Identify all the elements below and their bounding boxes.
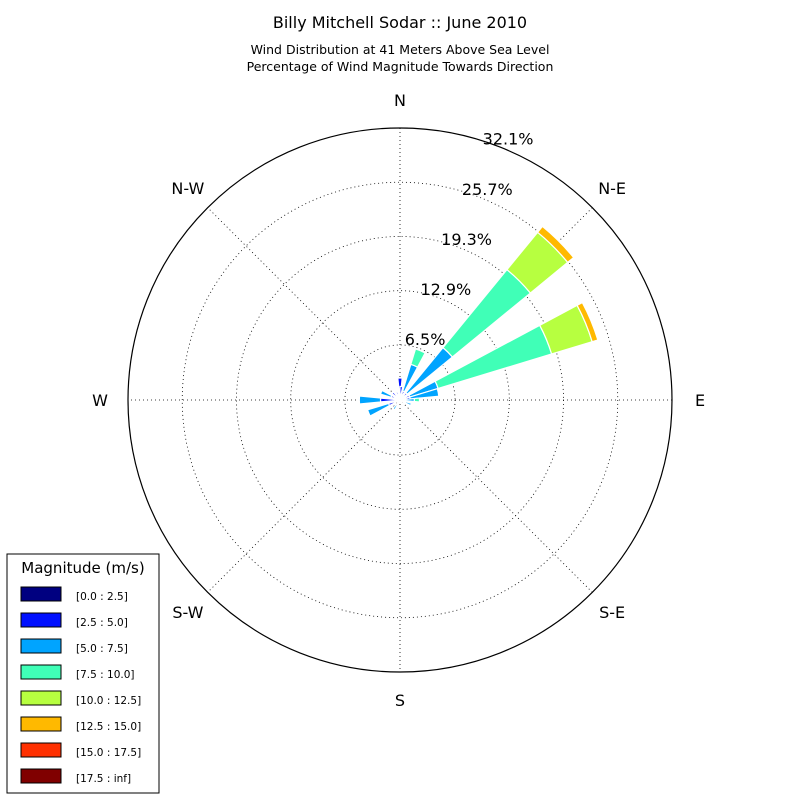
bar-22.5-bin-3 <box>410 348 426 368</box>
bar-292.5-bin-2 <box>379 389 393 399</box>
chart-subtitle-line-1: Wind Distribution at 41 Meters Above Sea… <box>251 42 550 57</box>
direction-label-w: W <box>92 391 108 410</box>
bar-78.75-bin-2 <box>408 387 440 400</box>
legend-swatch-2 <box>20 638 62 654</box>
direction-label-n-w: N-W <box>171 179 204 198</box>
windrose-bars <box>358 225 599 417</box>
bar-247.5-bin-2 <box>366 402 391 417</box>
direction-label-n: N <box>394 91 406 110</box>
outer-circle <box>127 127 673 673</box>
direction-label-s-w: S-W <box>172 603 203 622</box>
legend-label-4: [10.0 : 12.5] <box>76 695 141 707</box>
polar-labels: N N-E E S-E S S-W W N-W 6.5% 12.9% 19.3% 25.7% 32.1% <box>92 91 705 710</box>
chart-subtitle-line-2: Percentage of Wind Magnitude Towards Dir… <box>247 59 554 74</box>
bar-67.5-bin-5 <box>576 301 599 343</box>
bar-112.5-bin-2 <box>404 400 413 407</box>
bar-90-bin-2 <box>405 397 416 403</box>
bar-146.25-bin-1 <box>399 400 404 405</box>
direction-label-s-e: S-E <box>599 603 625 622</box>
legend-swatch-4 <box>20 690 62 706</box>
legend-label-1: [2.5 : 5.0] <box>76 617 128 629</box>
bar-45-bin-5 <box>536 225 575 264</box>
legend-title: Magnitude (m/s) <box>21 559 144 577</box>
legend-label-3: [7.5 : 10.0] <box>76 669 134 681</box>
legend-swatch-5 <box>20 716 62 732</box>
grid-circle-3 <box>181 181 619 619</box>
radial-tick-label-3: 25.7% <box>462 180 513 199</box>
legend: Magnitude (m/s) [0.0 : 2.5] [2.5 : 5.0] [5… <box>6 553 160 794</box>
chart-title: Billy Mitchell Sodar :: June 2010 <box>273 13 527 32</box>
radial-tick-label-0: 6.5% <box>405 330 446 349</box>
bar-270-bin-2 <box>358 395 382 405</box>
legend-label-0: [0.0 : 2.5] <box>76 591 128 603</box>
direction-label-n-e: N-E <box>598 179 626 198</box>
direction-label-s: S <box>395 691 405 710</box>
legend-swatch-7 <box>20 768 62 784</box>
legend-swatch-0 <box>20 586 62 602</box>
legend-items: [0.0 : 2.5] [2.5 : 5.0] [5.0 : 7.5] [7.5 : … <box>20 586 141 785</box>
radial-tick-label-4: 32.1% <box>483 130 534 149</box>
legend-label-7: [17.5 : inf] <box>76 773 131 785</box>
direction-label-e: E <box>695 391 705 410</box>
bar-5.6-bin-1 <box>399 385 404 400</box>
legend-label-5: [12.5 : 15.0] <box>76 721 141 733</box>
grid-circle-1 <box>290 290 510 510</box>
legend-label-6: [15.0 : 17.5] <box>76 747 141 759</box>
bar-90-bin-3 <box>413 397 421 403</box>
legend-label-2: [5.0 : 7.5] <box>76 643 128 655</box>
legend-swatch-1 <box>20 612 62 628</box>
legend-swatch-3 <box>20 664 62 680</box>
legend-swatch-6 <box>20 742 62 758</box>
radial-tick-label-2: 19.3% <box>441 230 492 249</box>
bar-213.75-bin-2 <box>392 403 399 411</box>
radial-tick-label-1: 12.9% <box>420 280 471 299</box>
bar-337.5-bin-1 <box>395 391 401 400</box>
